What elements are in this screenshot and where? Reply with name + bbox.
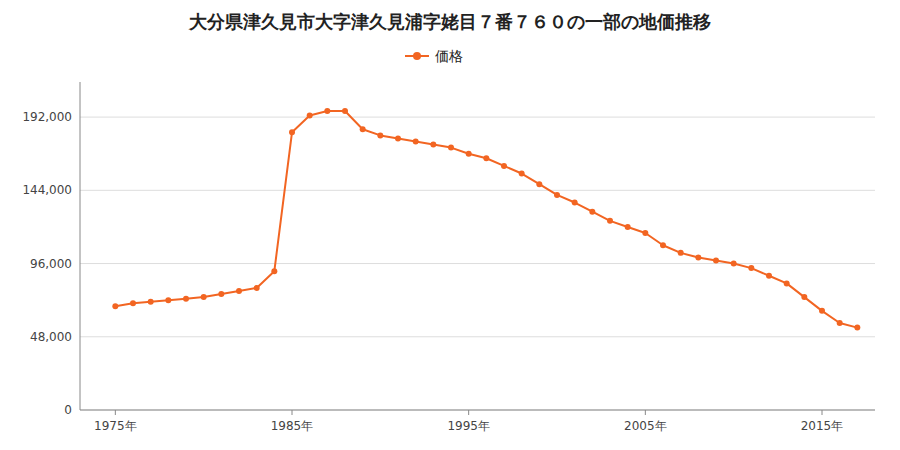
y-tick-label: 48,000 xyxy=(30,330,72,344)
marker xyxy=(589,209,595,215)
marker xyxy=(289,129,295,135)
grid-line xyxy=(80,190,875,191)
legend-marker xyxy=(413,52,421,60)
marker xyxy=(801,294,807,300)
marker xyxy=(254,285,260,291)
x-axis-line xyxy=(80,410,875,411)
plot-area xyxy=(112,108,860,331)
marker xyxy=(183,296,189,302)
marker xyxy=(324,108,330,114)
marker xyxy=(395,135,401,141)
y-tick-label: 192,000 xyxy=(22,110,72,124)
y-axis-line xyxy=(80,82,81,410)
marker xyxy=(360,126,366,132)
marker xyxy=(112,303,118,309)
x-tick-label: 2015年 xyxy=(801,419,844,433)
grid-line xyxy=(80,117,875,118)
line xyxy=(115,111,857,328)
marker xyxy=(165,297,171,303)
marker xyxy=(448,145,454,151)
grid-line xyxy=(80,410,875,411)
marker xyxy=(413,138,419,144)
axes: 0 48,000 96,000 144,000 192,000 1975年 1985年 199… xyxy=(22,82,875,433)
marker xyxy=(819,308,825,314)
marker xyxy=(660,242,666,248)
x-tick xyxy=(468,410,469,415)
chart: 大分県津久見市大字津久見浦字姥目７番７６０の一部の地価推移 0 48,000 96,0… xyxy=(0,0,900,450)
grid-line xyxy=(80,336,875,337)
marker xyxy=(625,224,631,230)
marker xyxy=(307,113,313,119)
marker xyxy=(377,132,383,138)
marker xyxy=(554,192,560,198)
marker xyxy=(713,257,719,263)
marker xyxy=(837,320,843,326)
marker xyxy=(766,273,772,279)
x-tick xyxy=(822,410,823,415)
x-tick xyxy=(115,410,116,415)
marker xyxy=(342,108,348,114)
marker xyxy=(466,151,472,157)
legend-label: 価格 xyxy=(435,48,463,64)
grid xyxy=(80,117,875,410)
y-tick-label: 96,000 xyxy=(30,257,72,271)
x-tick-label: 1995年 xyxy=(447,419,490,433)
x-tick-label: 2005年 xyxy=(624,419,667,433)
marker xyxy=(854,325,860,331)
marker xyxy=(201,294,207,300)
marker xyxy=(130,300,136,306)
marker xyxy=(695,254,701,260)
marker xyxy=(784,280,790,286)
marker xyxy=(519,171,525,177)
marker xyxy=(218,291,224,297)
marker xyxy=(148,299,154,305)
marker xyxy=(607,218,613,224)
background xyxy=(0,0,900,450)
y-tick-label: 144,000 xyxy=(22,183,72,197)
marker xyxy=(678,250,684,256)
x-tick-label: 1975年 xyxy=(94,419,137,433)
grid-line xyxy=(80,263,875,264)
marker xyxy=(501,163,507,169)
marker xyxy=(642,230,648,236)
x-tick xyxy=(645,410,646,415)
y-tick-label: 0 xyxy=(64,403,72,417)
marker xyxy=(536,181,542,187)
x-tick xyxy=(292,410,293,415)
x-tick-label: 1985年 xyxy=(271,419,314,433)
marker xyxy=(748,265,754,271)
legend: 価格 xyxy=(405,48,463,64)
marker xyxy=(430,142,436,148)
marker xyxy=(483,155,489,161)
marker xyxy=(731,261,737,267)
marker xyxy=(572,200,578,206)
marker xyxy=(236,288,242,294)
marker xyxy=(271,268,277,274)
title: 大分県津久見市大字津久見浦字姥目７番７６０の一部の地価推移 xyxy=(188,11,711,32)
